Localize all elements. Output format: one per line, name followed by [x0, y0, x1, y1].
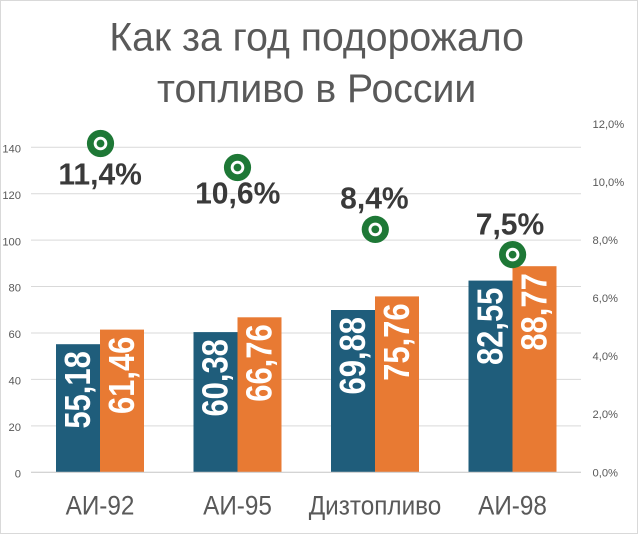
svg-text:40: 40	[9, 376, 21, 388]
svg-text:82,55: 82,55	[471, 288, 511, 365]
svg-text:120: 120	[2, 190, 21, 202]
svg-text:60,38: 60,38	[196, 339, 236, 416]
svg-text:75,76: 75,76	[378, 303, 418, 380]
svg-text:10,6%: 10,6%	[195, 176, 280, 211]
svg-text:12,0%: 12,0%	[593, 119, 625, 131]
svg-text:2,0%: 2,0%	[593, 409, 619, 421]
svg-text:АИ-98: АИ-98	[478, 491, 547, 520]
svg-text:69,88: 69,88	[334, 317, 374, 394]
svg-text:20: 20	[9, 422, 21, 434]
svg-text:топливо в России: топливо в России	[157, 67, 476, 111]
svg-text:8,4%: 8,4%	[340, 181, 408, 216]
svg-text:0,0%: 0,0%	[593, 467, 619, 479]
svg-text:88,77: 88,77	[515, 273, 555, 350]
svg-text:7,5%: 7,5%	[476, 207, 544, 242]
svg-text:55,18: 55,18	[59, 351, 99, 428]
svg-text:60: 60	[9, 329, 21, 341]
svg-text:0: 0	[15, 469, 21, 481]
svg-text:АИ-95: АИ-95	[203, 491, 272, 520]
svg-text:61,46: 61,46	[103, 337, 143, 414]
svg-text:4,0%: 4,0%	[593, 351, 619, 363]
svg-text:140: 140	[2, 143, 21, 155]
svg-text:80: 80	[9, 283, 21, 295]
svg-text:6,0%: 6,0%	[593, 293, 619, 305]
svg-text:АИ-92: АИ-92	[66, 491, 135, 520]
svg-text:66,76: 66,76	[240, 324, 280, 401]
svg-text:8,0%: 8,0%	[593, 235, 619, 247]
svg-text:10,0%: 10,0%	[593, 177, 625, 189]
svg-text:Дизтопливо: Дизтопливо	[309, 491, 442, 520]
svg-text:11,4%: 11,4%	[58, 157, 142, 192]
svg-text:Как за год подорожало: Как за год подорожало	[109, 15, 524, 59]
svg-text:100: 100	[2, 236, 21, 248]
